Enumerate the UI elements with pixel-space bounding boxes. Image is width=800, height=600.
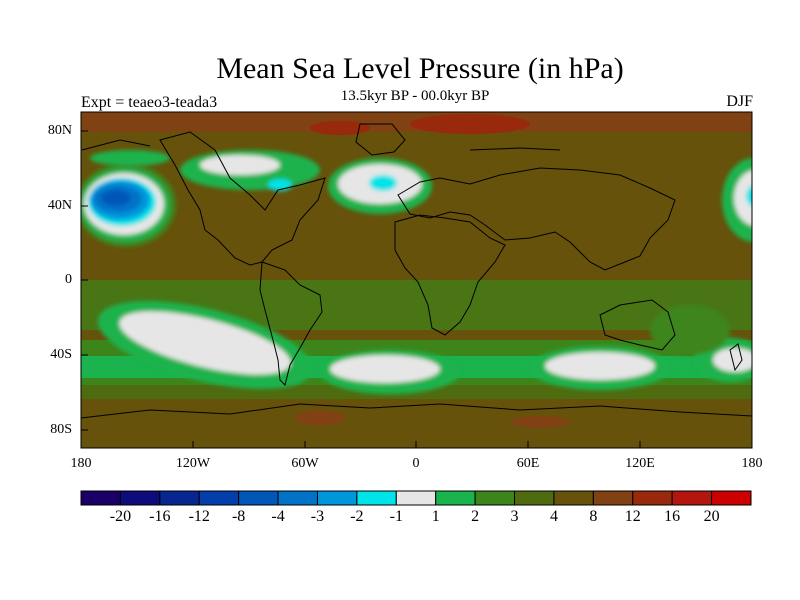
north-pacific-anomaly <box>81 158 752 247</box>
colorbar-label: -20 <box>109 508 132 525</box>
colorbar-label: 2 <box>471 508 480 525</box>
colorbar-label: 4 <box>549 508 558 525</box>
colorbar-label: -3 <box>310 508 325 525</box>
colorbar-label: 16 <box>664 508 681 525</box>
y-tick-label: 40N <box>47 198 72 213</box>
colorbar-swatch <box>671 490 713 506</box>
colorbar-label: 20 <box>703 508 720 525</box>
colorbar-label: -2 <box>350 508 364 525</box>
colorbar-label: -1 <box>389 508 403 525</box>
colorbar-swatch <box>277 490 318 506</box>
colorbar-swatch <box>119 490 161 506</box>
season-label: DJF <box>726 93 753 110</box>
colorbar-label: 1 <box>431 508 440 525</box>
colorbar-label: 8 <box>589 508 598 525</box>
map-field <box>81 112 752 448</box>
y-tick-label: 40S <box>50 347 72 362</box>
map-title: Mean Sea Level Pressure (in hPa) <box>216 52 624 85</box>
colorbar-swatch <box>395 490 437 506</box>
x-tick-label: 120W <box>175 456 211 471</box>
colorbar-swatch <box>711 490 752 506</box>
experiment-label: Expt = teaeo3-teada3 <box>81 94 218 111</box>
y-tick-label: 80S <box>50 422 72 437</box>
colorbar-swatch <box>80 490 121 506</box>
x-tick-label: 120E <box>625 456 655 471</box>
colorbar-swatch <box>553 490 594 506</box>
colorbar-label: -4 <box>271 508 285 525</box>
x-tick-label: 60E <box>516 456 540 471</box>
x-tick-label: 180 <box>741 456 763 471</box>
x-tick-label: 60W <box>291 456 319 471</box>
colorbar-swatch <box>632 490 673 506</box>
colorbar-label: -8 <box>231 508 246 525</box>
colorbar-swatch <box>238 490 279 506</box>
colorbar-swatch <box>435 490 476 506</box>
colorbar-label: 12 <box>624 508 641 525</box>
colorbar-swatch <box>316 490 358 506</box>
coastlines <box>81 123 752 419</box>
north-atlantic-anomaly <box>90 150 432 214</box>
colorbar-label: 3 <box>510 508 519 525</box>
colorbar-label: -16 <box>149 508 171 525</box>
y-tick-label: 80N <box>47 123 72 138</box>
map-subtitle: 13.5kyr BP - 00.0kyr BP <box>340 88 490 104</box>
y-tick-label: 0 <box>65 272 72 287</box>
axis-ticks <box>80 130 753 448</box>
colorbar-label: -12 <box>188 508 210 525</box>
x-tick-label: 0 <box>412 456 420 471</box>
colorbar-swatch <box>592 490 634 506</box>
colorbar-swatch <box>159 490 200 506</box>
colorbar-swatch <box>356 490 397 506</box>
colorbar-swatch <box>474 490 516 506</box>
colorbar-swatch <box>514 490 555 506</box>
x-tick-label: 180 <box>70 456 92 471</box>
colorbar-swatch <box>198 490 240 506</box>
